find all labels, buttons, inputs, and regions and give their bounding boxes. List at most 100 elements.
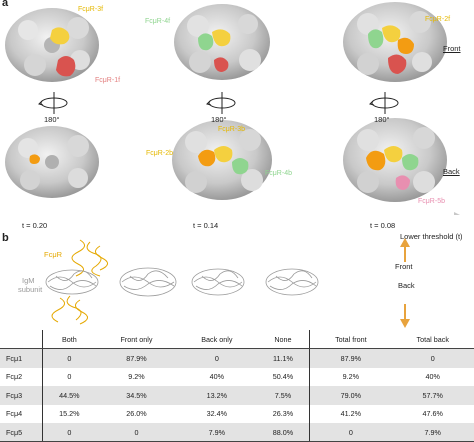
- fcmr-3b-label: FcμR-3b: [218, 126, 245, 133]
- table-cell: 87.9%: [309, 348, 392, 368]
- table-header-blank: [0, 330, 43, 350]
- rotation-label-3: 180°: [374, 115, 390, 124]
- front-direction-label: Front: [395, 262, 413, 271]
- fcmr-4b-label: FcμR-4b: [265, 170, 292, 177]
- fcmr-4f-label: FcμR-4f: [145, 18, 171, 25]
- table-cell: 0: [41, 367, 96, 387]
- density-map-top-1: [5, 8, 99, 82]
- table-header-row: Both Front only Back only None Total fro…: [0, 330, 474, 350]
- igm-label: IgM: [22, 276, 35, 285]
- table-row: Fcμ2 0 9.2% 40% 50.4% 9.2% 40%: [0, 367, 474, 387]
- table-cell: 26.0%: [95, 404, 178, 423]
- table-cell: 44.5%: [41, 386, 96, 405]
- panel-b-letter: b: [2, 232, 9, 244]
- table-cell: 9.2%: [95, 367, 178, 387]
- fcmr-4f-density: [198, 33, 214, 51]
- table-cell: 47.6%: [391, 404, 474, 423]
- threshold-axis: [454, 212, 460, 215]
- table-cell: Fcμ2: [0, 367, 43, 387]
- fcmr-ribbon-top: [71, 239, 108, 277]
- fcmr-4b-density: [232, 158, 249, 175]
- threshold-axis-label: Lower threshold (t): [400, 232, 463, 241]
- rotation-arrow-3: [369, 92, 399, 114]
- fcmr-3f-density: [50, 27, 70, 45]
- table-header-back-only: Back only: [177, 330, 257, 350]
- table-row: Fcμ4 15.2% 26.0% 32.4% 26.3% 41.2% 47.6%: [0, 404, 474, 423]
- table-cell: 40%: [177, 367, 257, 387]
- fcmr-ribbon-bottom: [51, 295, 88, 325]
- fcmr-1f-density-2: [214, 57, 229, 72]
- table-cell: 88.0%: [256, 422, 310, 442]
- fcmr-2b-density-3: [366, 150, 386, 171]
- fcmr-2f-label: FcμR-2f: [425, 16, 451, 23]
- threshold-label-2: t = 0.14: [193, 221, 219, 230]
- table-cell: 7.9%: [177, 422, 257, 442]
- fcmr-4b-density-3: [402, 154, 419, 171]
- fcmr-3b-density-3: [384, 146, 403, 163]
- table-cell: 57.7%: [391, 386, 474, 405]
- panel-a-letter: a: [2, 0, 9, 9]
- back-direction-label: Back: [398, 281, 415, 290]
- table-cell: 0: [177, 348, 257, 368]
- threshold-label-1: t = 0.20: [22, 221, 48, 230]
- table-cell: 34.5%: [95, 386, 178, 405]
- table-header-front-only: Front only: [95, 330, 178, 350]
- front-arrow: [400, 238, 410, 262]
- table-cell: Fcμ5: [0, 422, 43, 442]
- fcmr-label: FcμR: [44, 250, 63, 259]
- table-cell: 0: [391, 348, 474, 368]
- fcmr-3f-density-3: [382, 25, 401, 43]
- table-cell: Fcμ1: [0, 348, 43, 368]
- table-cell: 0: [41, 422, 96, 442]
- back-arrow: [400, 304, 410, 328]
- fcmr-2b-density-small: [29, 154, 40, 164]
- table-cell: 0: [95, 422, 178, 442]
- igm-subunit-2: [119, 267, 177, 297]
- fcmr-5b-density: [395, 175, 410, 190]
- table-cell: 9.2%: [309, 367, 392, 387]
- fcmr-1f-density: [56, 56, 76, 77]
- cryoem-maps-figure: [5, 2, 460, 215]
- fcmr-2b-label: FcμR-2b: [146, 150, 173, 157]
- fcmr-1f-density-3: [388, 54, 407, 74]
- fcmr-5b-label: FcμR-5b: [418, 198, 445, 205]
- rotation-arrow-1: [38, 92, 68, 114]
- density-map-top-3: [343, 2, 447, 82]
- threshold-label-3: t = 0.08: [370, 221, 396, 230]
- table-cell: 0: [41, 348, 96, 368]
- igm-subunit-4: [265, 268, 319, 296]
- table-cell: 7.5%: [256, 386, 310, 405]
- subunit-label: subunit: [18, 285, 43, 294]
- back-side-label: Back: [443, 167, 460, 176]
- table-cell: Fcμ3: [0, 386, 43, 405]
- table-cell: 11.1%: [256, 348, 310, 368]
- table-row: Fcμ5 0 0 7.9% 88.0% 0 7.9%: [0, 422, 474, 442]
- rotation-arrow-2: [206, 92, 236, 114]
- fcmr-1f-label: FcμR-1f: [95, 77, 121, 84]
- fcmr-3f-label: FcμR-3f: [78, 6, 104, 13]
- table-cell: 41.2%: [309, 404, 392, 423]
- table-cell: 79.0%: [309, 386, 392, 405]
- table-row: Fcμ1 0 87.9% 0 11.1% 87.9% 0: [0, 348, 474, 368]
- table-cell: 87.9%: [95, 348, 178, 368]
- fcmr-2b-density: [198, 149, 216, 167]
- table-cell: 26.3%: [256, 404, 310, 423]
- front-side-label: Front: [443, 44, 461, 53]
- table-row: Fcμ3 44.5% 34.5% 13.2% 7.5% 79.0% 57.7%: [0, 386, 474, 405]
- table-cell: 40%: [391, 367, 474, 387]
- table-cell: Fcμ4: [0, 404, 43, 423]
- table-cell: 0: [309, 422, 392, 442]
- table-header-both: Both: [41, 330, 96, 350]
- table-header-total-back: Total back: [391, 330, 474, 350]
- igm-subunit-3: [191, 268, 245, 296]
- fcmr-3b-density: [214, 146, 233, 163]
- density-map-bottom-1: [5, 126, 99, 198]
- rotation-label-1: 180°: [44, 115, 60, 124]
- rotation-label-2: 180°: [211, 115, 227, 124]
- fcmr-4f-density-3: [368, 29, 384, 49]
- table-cell: 13.2%: [177, 386, 257, 405]
- table-cell: 32.4%: [177, 404, 257, 423]
- table-header-none: None: [256, 330, 310, 350]
- table-cell: 50.4%: [256, 367, 310, 387]
- occupancy-table: Both Front only Back only None Total fro…: [0, 330, 474, 442]
